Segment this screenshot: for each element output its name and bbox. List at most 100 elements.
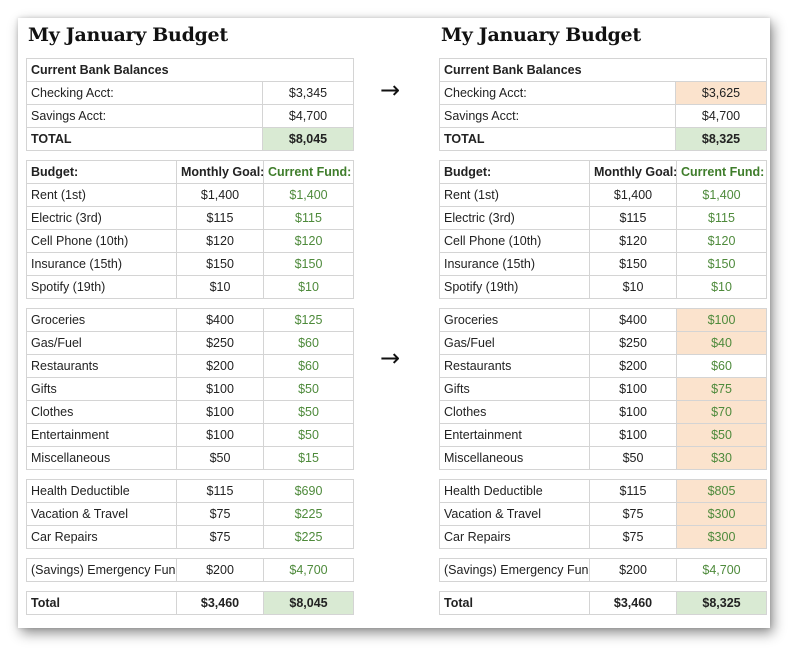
table-row: (Savings) Emergency Fund $200 $4,700 [26,558,354,582]
row-goal: $10 [176,275,264,299]
bank-total-value: $8,045 [262,127,354,151]
table-row: Checking Acct: $3,625 [439,81,767,105]
row-label: Car Repairs [26,525,177,549]
row-fund: $60 [676,354,767,378]
table-row: Groceries $400 $100 [439,308,767,332]
row-label: Gifts [439,377,590,401]
budget-variable-table: Groceries $400 $125 Gas/Fuel $250 $60 Restau… [26,308,354,470]
row-fund: $225 [263,502,354,526]
row-fund: $30 [676,446,767,470]
bank-balances-table: Current Bank Balances Checking Acct: $3,… [439,58,767,151]
table-row: Groceries $400 $125 [26,308,354,332]
row-fund: $125 [263,308,354,332]
budget-total-table: Total $3,460 $8,325 [439,591,767,615]
savings-label: Savings Acct: [26,104,263,128]
table-row: Gifts $100 $50 [26,377,354,401]
total-fund: $8,045 [263,591,354,615]
row-goal: $120 [176,229,264,253]
row-fund: $50 [263,423,354,447]
row-fund: $805 [676,479,767,503]
row-label: Cell Phone (10th) [439,229,590,253]
budget-title: My January Budget [441,24,641,46]
row-label: Electric (3rd) [26,206,177,230]
row-label: Miscellaneous [439,446,590,470]
row-goal: $115 [176,479,264,503]
bank-balances-header: Current Bank Balances [26,58,354,82]
savings-value: $4,700 [675,104,767,128]
row-label: Groceries [439,308,590,332]
row-fund: $70 [676,400,767,424]
budget-sinking-table: Health Deductible $115 $805 Vacation & Tra… [439,479,767,549]
table-row: Entertainment $100 $50 [439,423,767,447]
table-row: Savings Acct: $4,700 [439,104,767,128]
row-goal: $75 [176,502,264,526]
row-goal: $200 [176,354,264,378]
row-fund: $50 [676,423,767,447]
total-label: Total [439,591,590,615]
row-goal: $100 [589,423,677,447]
row-label: Health Deductible [26,479,177,503]
row-label: Gifts [26,377,177,401]
row-goal: $200 [589,354,677,378]
row-label: Groceries [26,308,177,332]
row-goal: $250 [589,331,677,355]
table-row: Cell Phone (10th) $120 $120 [26,229,354,253]
table-row: Spotify (19th) $10 $10 [439,275,767,299]
row-goal: $100 [589,377,677,401]
table-row: Vacation & Travel $75 $225 [26,502,354,526]
table-row: Gifts $100 $75 [439,377,767,401]
checking-label: Checking Acct: [439,81,676,105]
budget-fixed-table: Budget: Monthly Goal: Current Fund: Rent… [26,160,354,299]
budget-before-panel: My January Budget Current Bank Balances … [26,18,356,615]
table-row: Gas/Fuel $250 $40 [439,331,767,355]
row-label: Entertainment [439,423,590,447]
row-fund: $120 [676,229,767,253]
bank-total-row: TOTAL $8,325 [439,127,767,151]
row-fund: $300 [676,502,767,526]
table-row: Insurance (15th) $150 $150 [439,252,767,276]
budget-header-row: Budget: Monthly Goal: Current Fund: [439,160,767,184]
arrow-right-icon: → [380,76,401,104]
row-fund: $4,700 [676,558,767,582]
budget-variable-table: Groceries $400 $100 Gas/Fuel $250 $40 Restau… [439,308,767,470]
row-goal: $115 [176,206,264,230]
row-goal: $150 [176,252,264,276]
row-label: Clothes [439,400,590,424]
bank-total-row: TOTAL $8,045 [26,127,354,151]
row-goal: $400 [589,308,677,332]
row-goal: $100 [176,423,264,447]
budget-fixed-table: Budget: Monthly Goal: Current Fund: Rent… [439,160,767,299]
table-row: Clothes $100 $50 [26,400,354,424]
row-fund: $75 [676,377,767,401]
row-label: Spotify (19th) [439,275,590,299]
row-fund: $40 [676,331,767,355]
table-row: Restaurants $200 $60 [26,354,354,378]
row-goal: $100 [176,377,264,401]
table-row: Health Deductible $115 $690 [26,479,354,503]
fund-col-header: Current Fund: [676,160,767,184]
row-fund: $150 [676,252,767,276]
row-fund: $10 [676,275,767,299]
arrow-right-icon: → [380,344,401,372]
total-goal: $3,460 [589,591,677,615]
row-label: Insurance (15th) [26,252,177,276]
total-fund: $8,325 [676,591,767,615]
table-row: Health Deductible $115 $805 [439,479,767,503]
goal-col-header: Monthly Goal: [589,160,677,184]
row-label: Car Repairs [439,525,590,549]
row-label: Gas/Fuel [439,331,590,355]
row-goal: $75 [589,525,677,549]
budget-comparison-card: My January Budget Current Bank Balances … [18,18,770,628]
emergency-fund-table: (Savings) Emergency Fund $200 $4,700 [439,558,767,582]
checking-value: $3,345 [262,81,354,105]
row-label: Insurance (15th) [439,252,590,276]
row-goal: $1,400 [589,183,677,207]
row-label: Miscellaneous [26,446,177,470]
row-fund: $300 [676,525,767,549]
row-goal: $75 [176,525,264,549]
row-goal: $200 [589,558,677,582]
row-goal: $115 [589,479,677,503]
row-label: Vacation & Travel [439,502,590,526]
row-goal: $200 [176,558,264,582]
row-label: Restaurants [439,354,590,378]
